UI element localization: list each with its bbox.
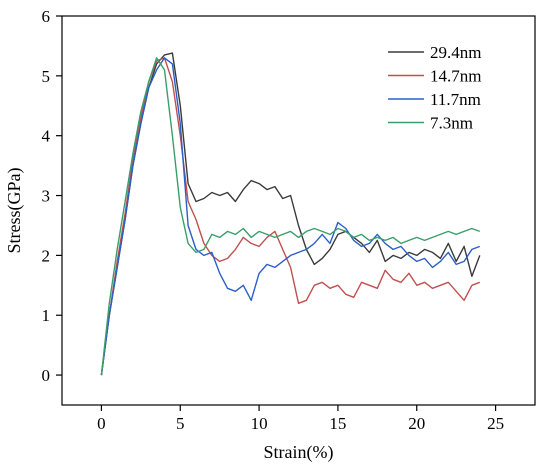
x-axis-title: Strain(%)	[264, 442, 334, 463]
legend-label: 7.3nm	[430, 114, 473, 133]
y-tick-label: 2	[42, 246, 51, 265]
plot-border	[61, 15, 536, 406]
series-line-14-7nm	[100, 57, 481, 376]
legend: 29.4nm 14.7nm 11.7nm 7.3nm	[388, 43, 481, 133]
y-tick-label: 0	[42, 366, 51, 385]
y-tick-label: 1	[42, 306, 51, 325]
x-tick-label: 25	[487, 414, 504, 433]
y-tick-label: 3	[42, 187, 51, 206]
x-tick-label: 5	[176, 414, 185, 433]
y-axis-title: Stress(GPa)	[4, 168, 25, 254]
x-tick-label: 15	[329, 414, 346, 433]
y-tick-label: 4	[42, 127, 51, 146]
legend-label: 14.7nm	[430, 67, 481, 86]
series-line-11-7nm	[100, 57, 481, 376]
y-tick-label: 5	[42, 67, 51, 86]
legend-label: 29.4nm	[430, 43, 481, 62]
axis-ticks: 0 5 10 15 20 25 0 1 2 3 4 5 6	[42, 7, 505, 433]
y-tick-label: 6	[42, 7, 51, 26]
legend-label: 11.7nm	[430, 90, 481, 109]
plot-frame	[61, 15, 536, 406]
x-tick-label: 20	[408, 414, 425, 433]
series-line-29-4nm	[100, 52, 481, 376]
x-tick-label: 10	[251, 414, 268, 433]
series-layer	[100, 52, 481, 376]
series-line-7-3nm	[100, 57, 481, 376]
x-tick-label: 0	[97, 414, 106, 433]
